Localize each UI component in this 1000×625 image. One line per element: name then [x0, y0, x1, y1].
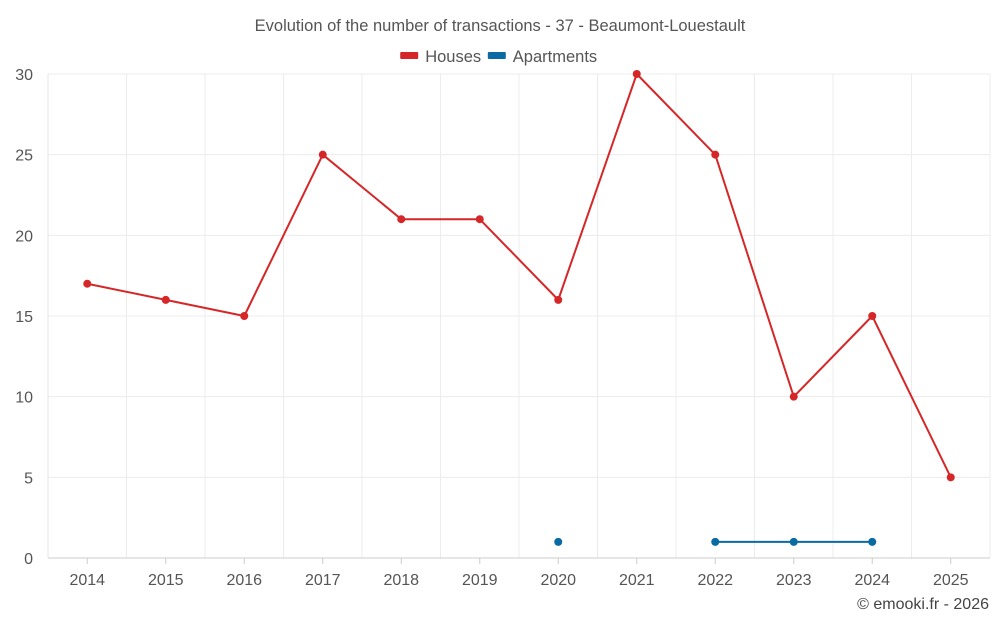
x-tick-label: 2021	[619, 572, 655, 589]
x-tick-label: 2014	[69, 572, 105, 589]
legend-label-apartments: Apartments	[513, 48, 597, 66]
y-tick-label: 15	[15, 309, 33, 326]
data-point-houses	[789, 392, 798, 401]
y-tick-label: 25	[15, 148, 33, 165]
chart-title: Evolution of the number of transactions …	[255, 17, 746, 35]
x-tick-label: 2023	[776, 572, 812, 589]
data-point-houses	[711, 150, 720, 159]
y-tick-label: 30	[15, 67, 33, 84]
data-point-apartments	[868, 537, 877, 546]
legend: Houses Apartments	[400, 48, 597, 66]
x-tick-label: 2025	[933, 572, 969, 589]
series-line-houses	[86, 73, 952, 479]
y-tick-label: 5	[24, 470, 33, 487]
legend-swatch-houses	[400, 52, 419, 59]
x-tick-label: 2022	[697, 572, 733, 589]
data-point-houses	[475, 215, 484, 224]
data-point-houses	[397, 215, 406, 224]
data-point-houses	[554, 295, 563, 304]
x-tick-label: 2020	[540, 572, 576, 589]
data-point-houses	[632, 70, 641, 78]
series-houses	[83, 70, 955, 482]
data-point-apartments	[554, 537, 563, 546]
series-apartments	[554, 537, 877, 546]
y-gridlines	[48, 73, 990, 478]
data-point-houses	[318, 150, 327, 159]
y-tick-label: 20	[15, 228, 33, 245]
y-tick-label: 10	[15, 390, 33, 407]
legend-swatch-apartments	[487, 52, 506, 59]
data-point-houses	[161, 295, 170, 304]
data-point-houses	[83, 279, 92, 288]
x-tick-label: 2015	[148, 572, 184, 589]
legend-item-houses: Houses	[400, 48, 481, 66]
y-tick-labels: 0 5 10 15 20 25 30	[15, 67, 33, 568]
x-tick-label: 2018	[383, 572, 419, 589]
data-point-houses	[868, 312, 877, 320]
series-layer	[83, 70, 955, 546]
credit-text: © emooki.fr - 2026	[857, 596, 989, 613]
x-tick-label: 2016	[226, 572, 262, 589]
data-point-apartments	[789, 537, 798, 546]
x-tick-label: 2019	[462, 572, 498, 589]
x-tick-labels: 2014 2015 2016 2017 2018 2019 2020 2021 2022 2023…	[69, 572, 968, 589]
legend-item-apartments: Apartments	[487, 48, 597, 66]
x-tick-label: 2017	[305, 572, 341, 589]
legend-label-houses: Houses	[425, 48, 481, 66]
data-point-apartments	[711, 537, 720, 546]
x-tick-label: 2024	[854, 572, 890, 589]
axes	[47, 74, 990, 564]
y-tick-label: 0	[24, 551, 33, 568]
data-point-houses	[240, 312, 249, 320]
data-point-houses	[946, 473, 955, 482]
